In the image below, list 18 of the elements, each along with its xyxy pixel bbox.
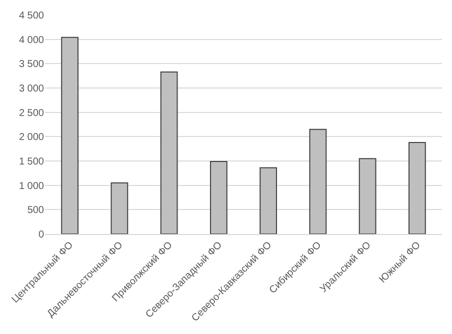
y-tick-label: 4 000: [18, 34, 44, 46]
y-tick-label: 0: [38, 230, 44, 240]
bar: [210, 160, 228, 234]
bar: [160, 71, 178, 234]
y-tick-label: 2 500: [18, 108, 44, 119]
y-tick-label: 2 000: [18, 132, 44, 144]
y-tick-label: 3 000: [18, 84, 44, 94]
y-tick-label: 1 000: [18, 180, 44, 192]
y-tick-label: 1 500: [18, 156, 44, 168]
bar: [408, 142, 426, 234]
y-tick-label: 3 500: [18, 59, 44, 70]
bar: [61, 36, 78, 234]
y-tick-label: 4 500: [18, 10, 44, 22]
bar: [260, 167, 277, 234]
bar: [110, 182, 128, 234]
y-tick-label: 500: [27, 205, 44, 216]
bar: [358, 158, 376, 234]
bar: [309, 128, 327, 234]
